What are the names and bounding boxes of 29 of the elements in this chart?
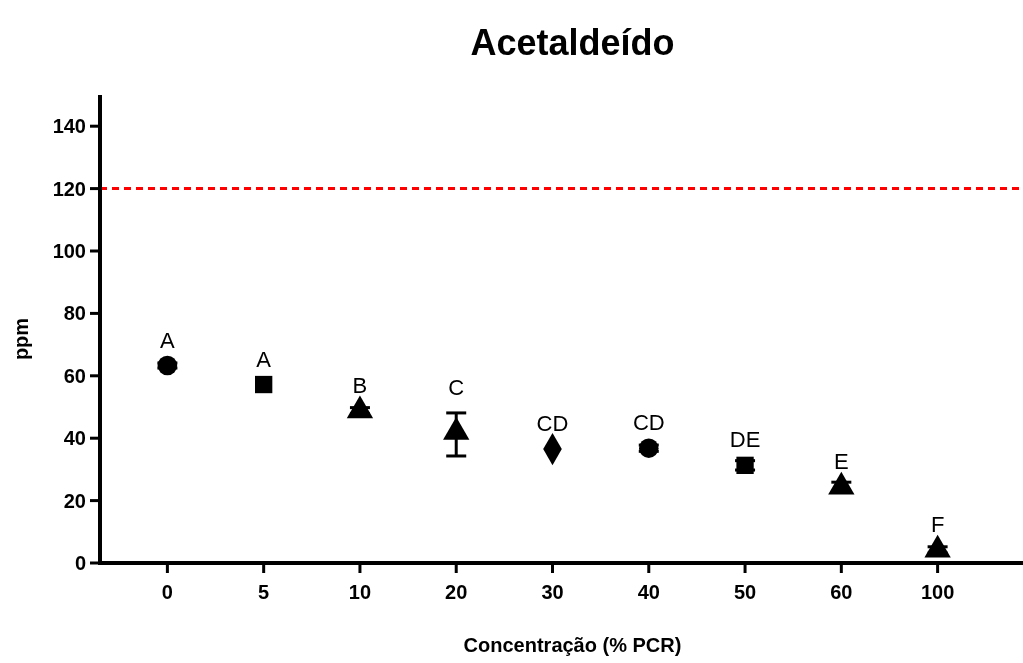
x-tick-label: 50 xyxy=(733,581,757,603)
y-tick-label: 0 xyxy=(74,552,86,574)
x-tick-label: 100 xyxy=(920,581,955,603)
x-tick-label: 5 xyxy=(258,581,270,603)
annotation: DE xyxy=(729,427,761,453)
y-tick-label: 40 xyxy=(63,427,86,450)
y-tick-label: 140 xyxy=(52,115,86,138)
annotation: CD xyxy=(536,411,569,437)
annotation: A xyxy=(256,346,272,372)
y-tick-label: 120 xyxy=(52,177,86,200)
x-tick-label: 20 xyxy=(445,581,468,603)
x-tick-label: 30 xyxy=(541,581,564,603)
annotation: E xyxy=(833,448,849,474)
x-tick-label: 0 xyxy=(161,581,173,603)
y-tick-label: 100 xyxy=(52,240,86,262)
y-axis-title: ppm xyxy=(10,317,32,361)
x-tick-label: 10 xyxy=(348,581,372,603)
annotation: C xyxy=(448,374,465,400)
y-tick-label: 60 xyxy=(63,364,86,387)
annotation: CD xyxy=(632,410,665,436)
annotation: F xyxy=(930,511,945,537)
x-tick-label: 40 xyxy=(637,581,660,603)
chart-title: Acetaldeído xyxy=(470,22,675,63)
annotation: B xyxy=(352,372,368,398)
y-tick-label: 20 xyxy=(63,489,86,512)
x-axis-title: Concentração (% PCR) xyxy=(463,634,682,656)
annotation: A xyxy=(160,327,176,353)
y-tick-label: 80 xyxy=(63,302,86,325)
x-tick-label: 60 xyxy=(830,581,853,603)
